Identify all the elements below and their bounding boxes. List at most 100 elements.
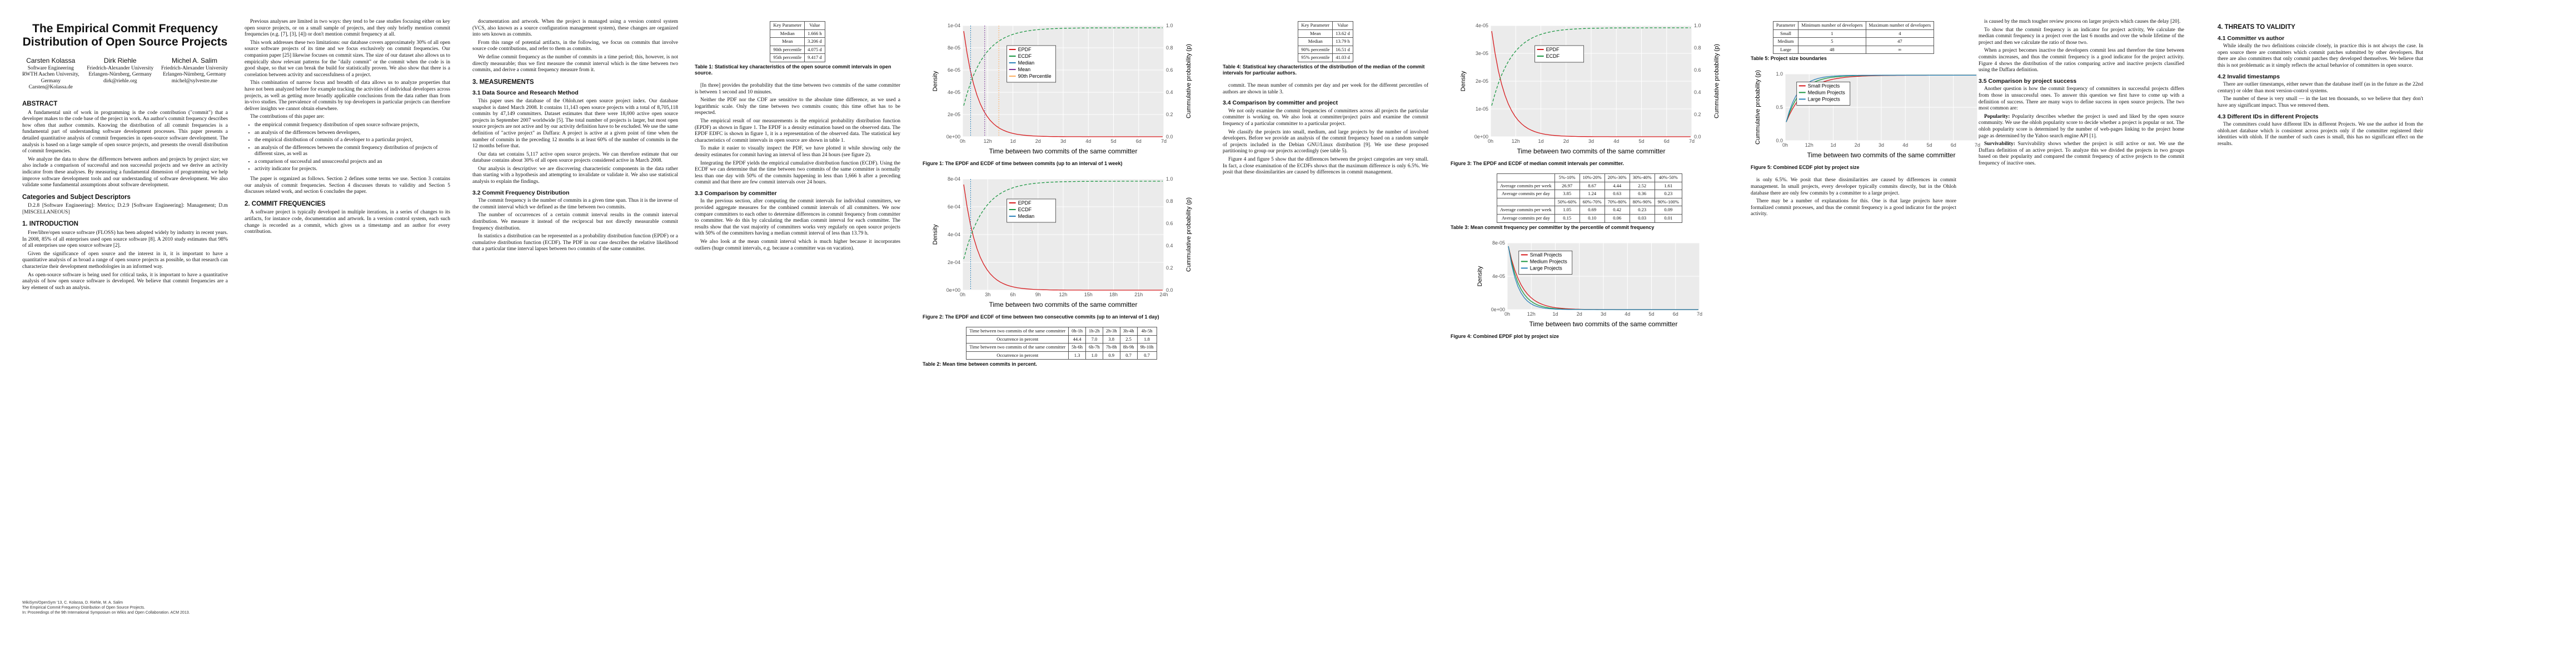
x-tick-label: 1d xyxy=(1010,138,1015,144)
paragraph-text: is caused by the much tougher review pro… xyxy=(1984,19,2181,24)
bullet-item: the empirical commit frequency distribut… xyxy=(255,122,450,129)
x-tick-label: 1d xyxy=(1538,138,1543,144)
data-table: Time between two commits of the same com… xyxy=(966,327,1157,360)
paragraph: There may be a number of explanations fo… xyxy=(1751,198,1956,218)
paragraph-lead: Popularity: xyxy=(1984,113,2010,120)
table-cell: 5 xyxy=(1798,37,1866,46)
x-tick-label: 0h xyxy=(1488,138,1493,144)
x-tick-label: 18h xyxy=(1109,292,1118,297)
legend-label: Medium Projects xyxy=(1808,90,1846,96)
paragraph: This work addresses these two limitation… xyxy=(245,40,450,79)
table-cell: Time between two commits of the same com… xyxy=(966,327,1069,336)
x-tick-label: 3d xyxy=(1060,138,1066,144)
y-axis-label: Density xyxy=(1460,71,1467,91)
text-column: Parameter Minimum number of developers Max… xyxy=(1751,19,1980,220)
paragraph: When a project becomes inactive the deve… xyxy=(1979,48,2184,73)
paragraph-text: From this range of potential artifacts, … xyxy=(472,39,678,52)
table-cell: 1.666 h xyxy=(804,29,825,38)
data-table: Parameter Minimum number of developers Max… xyxy=(1772,21,1935,54)
table-row: 90th percentile 4.075 d xyxy=(770,45,825,54)
y2-axis-label: Cummulative probability (p) xyxy=(1713,44,1720,118)
legend-label: ECDF xyxy=(1018,53,1032,59)
paragraph-text: Popularity describes whether the project… xyxy=(1979,113,2184,139)
x-tick-label: 24h xyxy=(1159,292,1168,297)
table-cell: Median xyxy=(770,29,805,38)
x-tick-label: 12h xyxy=(1805,142,1813,148)
paragraph-text: Another question is how the commit frequ… xyxy=(1979,86,2184,112)
table-cell: 1.3 xyxy=(1068,351,1086,360)
y2-tick-label: 0.6 xyxy=(1694,67,1701,73)
x-tick-label: 0h xyxy=(1782,142,1788,148)
table-cell: 44.4 xyxy=(1068,335,1086,344)
table-row: Large 48 ∞ xyxy=(1772,45,1935,54)
x-tick-label: 5d xyxy=(1638,138,1644,144)
y-tick-label: 0.5 xyxy=(1776,104,1783,110)
table-cell: Average commits per day xyxy=(1497,190,1555,198)
paragraph: The committers could have different IDs … xyxy=(2218,122,2423,147)
table-cell: 70%-80% xyxy=(1604,197,1630,207)
paragraph-text: In the previous section, after computing… xyxy=(695,198,900,237)
author: Michel A. Salim Friedrich-Alexander Unive… xyxy=(161,57,228,91)
subsection-heading: 3.1 Data Source and Research Method xyxy=(472,89,579,97)
bullet-item: the empirical distribution of commits of… xyxy=(255,137,450,144)
paragraph-text: A fundamental unit of work in programmin… xyxy=(22,109,228,155)
table-cell: Average commits per day xyxy=(1497,213,1555,223)
paragraph-text: is only 6.5%. We posit that these dissim… xyxy=(1751,177,1956,196)
x-tick-label: 0h xyxy=(1504,311,1510,317)
paragraph-text: Our analysis is descriptive: we are disc… xyxy=(472,166,678,185)
paragraph: In the previous section, after computing… xyxy=(695,198,900,237)
paragraph-text: The empirical result of our measurements… xyxy=(695,118,900,143)
table-row: Mean 3.206 d xyxy=(770,37,825,46)
subsection-heading: 4.3 Different IDs in different Projects xyxy=(2218,113,2319,120)
x-axis-label: Time between two commits of the same com… xyxy=(1529,320,1678,328)
paragraph-text: Figure 4 and figure 5 show that the diff… xyxy=(1223,156,1428,176)
footer-line: WikiSym/OpenSym '13, C. Kolassa, D. Rieh… xyxy=(22,601,123,605)
paragraph-text: The number of occurrences of a certain c… xyxy=(472,212,678,231)
legend-label: Small Projects xyxy=(1530,252,1562,257)
table-cell: 60%-70% xyxy=(1579,197,1605,207)
table-cell: Value xyxy=(1332,21,1353,30)
section-heading: 3. MEASUREMENTS xyxy=(472,78,534,86)
x-tick-label: 1d xyxy=(1830,142,1836,148)
table-cell: Average commits per week xyxy=(1497,181,1555,191)
x-tick-label: 2d xyxy=(1577,311,1582,317)
table-cell: 0.9 xyxy=(1102,351,1120,360)
paragraph-text: When a project becomes inactive the deve… xyxy=(1979,48,2184,73)
text-column: Key Parameter Value Median 1.666 h Mean 3.206… xyxy=(695,19,900,253)
table-row: Average commits per day 3.85 1.24 0.63 0.36 0… xyxy=(1497,190,1682,198)
author-name: Carsten Kolassa xyxy=(26,57,76,64)
paragraph-text: To show that the commit frequency is an … xyxy=(1979,27,2184,46)
author: Carsten Kolassa Software Engineering RWTH … xyxy=(22,57,79,91)
legend-label: EPDF xyxy=(1546,47,1560,52)
x-tick-label: 3h xyxy=(985,292,990,297)
table-cell: 95th percentile xyxy=(770,53,805,62)
paragraph-text: A software project is typically develope… xyxy=(245,210,450,235)
table-cell: 7.0 xyxy=(1085,335,1103,344)
table-cell: Minimum number of developers xyxy=(1798,21,1866,30)
figure-caption: Figure 3: The EPDF and ECDF of median co… xyxy=(1451,161,1625,166)
table-cell: Median xyxy=(1298,37,1333,46)
table-row: 95th percentile 9.417 d xyxy=(770,53,825,62)
table-cell: 1.8 xyxy=(1137,335,1157,344)
table-cell: 1.24 xyxy=(1579,190,1605,198)
author-name: Dirk Riehle xyxy=(103,57,137,64)
y-tick-label: 0e+00 xyxy=(1474,134,1488,140)
table-row: Average commits per week 26.97 8.67 4.44 2.5… xyxy=(1497,181,1682,191)
author-affiliation: Friedrich-Alexander University xyxy=(161,65,228,71)
paragraph: We analyze the data to show the differen… xyxy=(22,157,228,189)
table-cell: 4h-5h xyxy=(1137,327,1157,336)
paragraph: The empirical result of our measurements… xyxy=(695,118,900,144)
x-tick-label: 5d xyxy=(1648,311,1654,317)
table-cell: 48 xyxy=(1798,45,1866,54)
y-tick-label: 1e-05 xyxy=(1476,106,1488,112)
table-cell xyxy=(1497,173,1555,182)
y-tick-label: 2e-04 xyxy=(948,260,960,265)
paragraph-text: To make it easier to visually inspect th… xyxy=(695,146,900,158)
table-cell: Medium xyxy=(1772,37,1799,46)
curve xyxy=(963,184,1163,291)
table-cell: 50%-60% xyxy=(1554,197,1580,207)
table-cell: 5h-6h xyxy=(1068,343,1086,352)
table-cell: 7h-8h xyxy=(1102,343,1120,352)
figure-plot: 0e+00 2e-05 4e-05 6e-05 8e-05 1e-04 0h 12h 1d 2d 3… xyxy=(932,23,1192,155)
table-cell: 8h-9h xyxy=(1119,343,1138,352)
